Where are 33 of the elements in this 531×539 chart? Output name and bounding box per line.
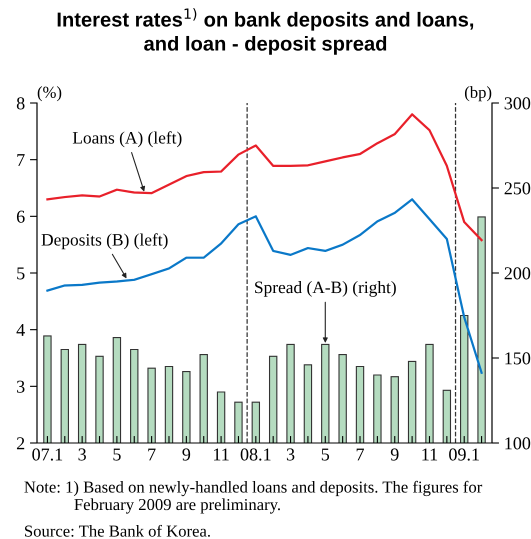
source-note: Source: The Bank of Korea. <box>25 524 210 537</box>
x-tick-label: 08.1 <box>240 448 271 461</box>
y-tick-label: 7 <box>17 154 25 166</box>
y2-tick-label: 100 <box>505 437 530 450</box>
y-tick-label: 3 <box>17 380 24 393</box>
x-tick-label: 5 <box>113 448 121 461</box>
x-tick-label: 07.1 <box>32 448 62 461</box>
text: Spread (A-B) (right) <box>255 281 396 297</box>
y-tick-label: 2 <box>16 437 24 450</box>
x-tick-label: 7 <box>356 448 364 460</box>
x-tick-label: 9 <box>390 448 399 461</box>
x-tick-label: 3 <box>286 448 294 461</box>
x-tick-label: 11 <box>214 448 229 460</box>
x-tick-label: 5 <box>322 448 330 461</box>
x-tick-label: 09.1 <box>449 448 479 461</box>
y2-tick-label: 250 <box>504 182 530 194</box>
x-tick-label: 11 <box>422 448 438 460</box>
text: Note: 1) Based on newly-handled loans and deposits. The figures for February 2009 are preliminary. <box>24 480 482 514</box>
y2-tick-label: 200 <box>504 267 530 280</box>
y2-tick-label: 150 <box>505 352 530 364</box>
y2-tick-label: 300 <box>504 97 530 110</box>
series-label: Deposits (B) (left) <box>42 233 168 250</box>
y-tick-label: 4 <box>16 324 25 336</box>
x-tick-label: 3 <box>78 448 86 461</box>
y-tick-label: 6 <box>16 210 25 223</box>
x-tick-label: 9 <box>182 448 190 461</box>
x-tick-label: 7 <box>148 448 156 460</box>
y-tick-label: 5 <box>17 267 24 280</box>
y2-axis-title: (bp) <box>464 86 492 102</box>
y-tick-label: 8 <box>16 97 25 110</box>
y-axis-title: (%) <box>38 86 62 102</box>
series-label: Loans (A) (left) <box>72 131 182 148</box>
chart-title: Interest rates$^{1)}$ on bank deposits and loans, and loan - deposit spread <box>58 8 474 55</box>
